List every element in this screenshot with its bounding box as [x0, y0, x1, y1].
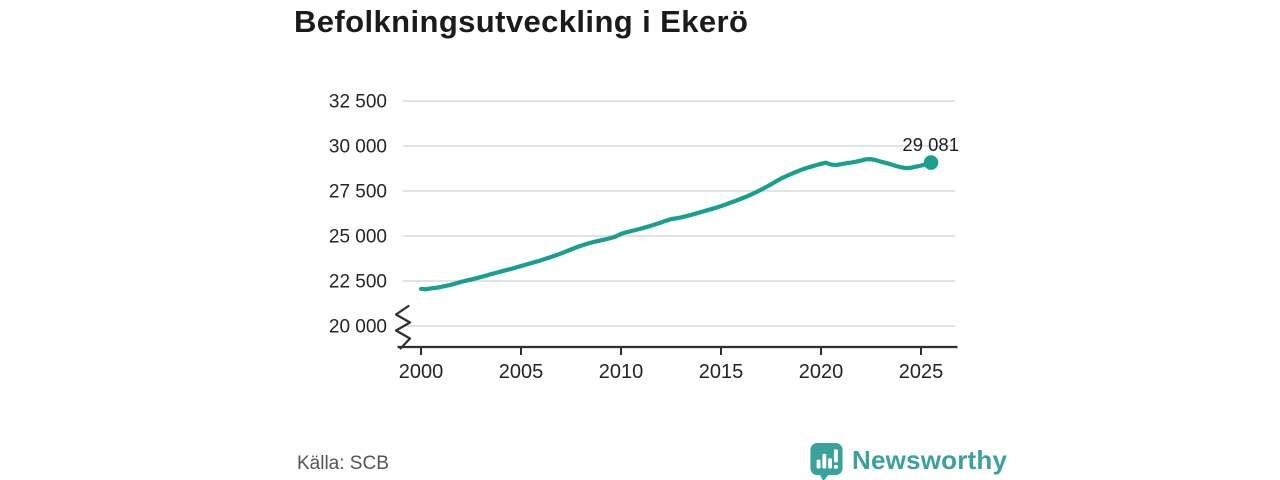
x-axis-tick-label: 2025: [899, 361, 944, 383]
y-axis-tick-label: 30 000: [329, 137, 387, 158]
y-axis-tick-label: 27 500: [329, 182, 387, 203]
y-axis-break-icon: [394, 304, 412, 350]
y-axis-tick-label: 22 500: [329, 272, 387, 293]
population-line: [418, 157, 934, 292]
y-axis-tick-label: 20 000: [329, 317, 387, 338]
end-value-label: 29 081: [902, 134, 959, 155]
x-axis-tick-label: 2000: [399, 361, 444, 383]
newsworthy-logo: Newsworthy: [810, 443, 1007, 480]
newsworthy-wordmark: Newsworthy: [852, 445, 1008, 475]
source-label: Källa: SCB: [297, 453, 389, 474]
newsworthy-pin-barchart-icon: [810, 443, 843, 480]
y-axis-tick-label: 25 000: [329, 227, 387, 248]
x-axis-tick-label: 2010: [599, 361, 644, 383]
x-axis-tick-label: 2015: [699, 361, 744, 383]
end-point-dot: [923, 155, 939, 170]
chart-title: Befolkningsutveckling i Ekerö: [294, 4, 749, 39]
y-axis-tick-label: 32 500: [329, 92, 387, 113]
x-axis-tick-label: 2005: [499, 361, 544, 383]
x-axis-tick-label: 2020: [799, 361, 844, 383]
